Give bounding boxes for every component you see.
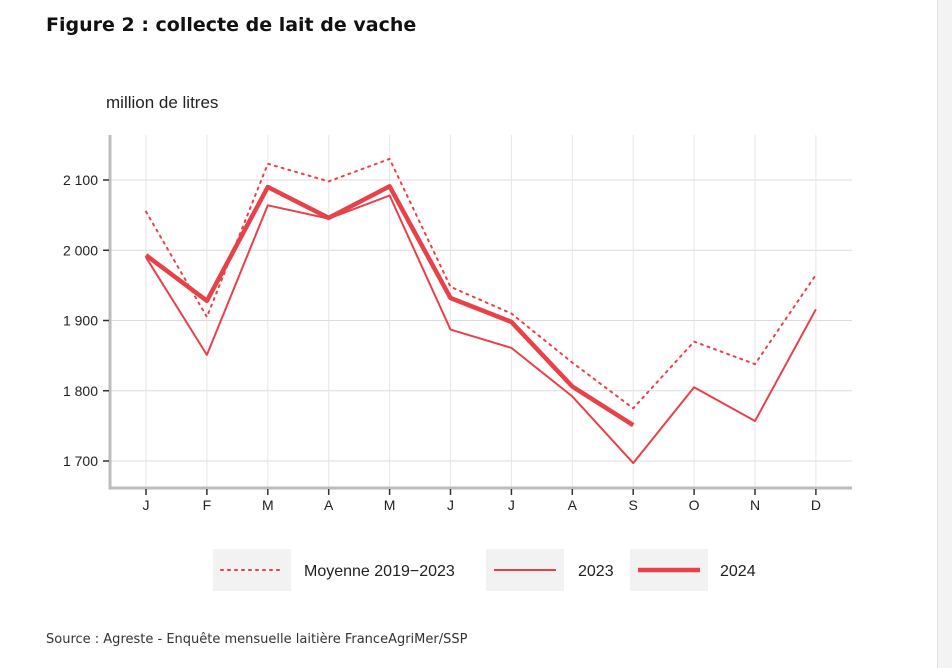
x-tick-label: J	[508, 497, 515, 513]
y-tick-label: 1 700	[63, 453, 98, 469]
y-tick-label: 2 000	[63, 242, 98, 258]
y-tick-label: 1 900	[63, 313, 98, 329]
series-line-thick	[144, 184, 635, 428]
x-tick-label: M	[262, 497, 274, 513]
series-lines	[144, 157, 817, 465]
legend-label: 2024	[720, 563, 756, 580]
x-tick-label: F	[203, 497, 212, 513]
legend-label: 2023	[578, 563, 614, 580]
x-tick-label: M	[384, 497, 396, 513]
x-tick-label: O	[689, 497, 700, 513]
x-tick-label: N	[750, 497, 760, 513]
y-axis-label: million de litres	[106, 93, 218, 112]
series-line-dotted	[145, 157, 817, 410]
x-tick-label: A	[324, 497, 334, 513]
y-tick-label: 2 100	[63, 172, 98, 188]
gridlines	[110, 135, 852, 488]
y-ticks: 1 700 1 800 1 900 2 000 2 100	[63, 172, 109, 469]
x-tick-label: D	[811, 497, 821, 513]
scrollbar-track[interactable]	[937, 0, 952, 668]
y-tick-label: 1 800	[63, 383, 98, 399]
chart-title: Figure 2 : collecte de lait de vache	[46, 14, 417, 36]
legend: Moyenne 2019−2023 2023 2024	[213, 549, 756, 591]
series-line-thin	[145, 194, 817, 465]
source-note: Source : Agreste - Enquête mensuelle lai…	[46, 632, 468, 647]
x-tick-label: S	[629, 497, 638, 513]
x-tick-label: A	[568, 497, 578, 513]
axes	[108, 135, 852, 490]
x-tick-label: J	[143, 497, 150, 513]
x-tick-label: J	[447, 497, 454, 513]
legend-label: Moyenne 2019−2023	[304, 563, 455, 580]
